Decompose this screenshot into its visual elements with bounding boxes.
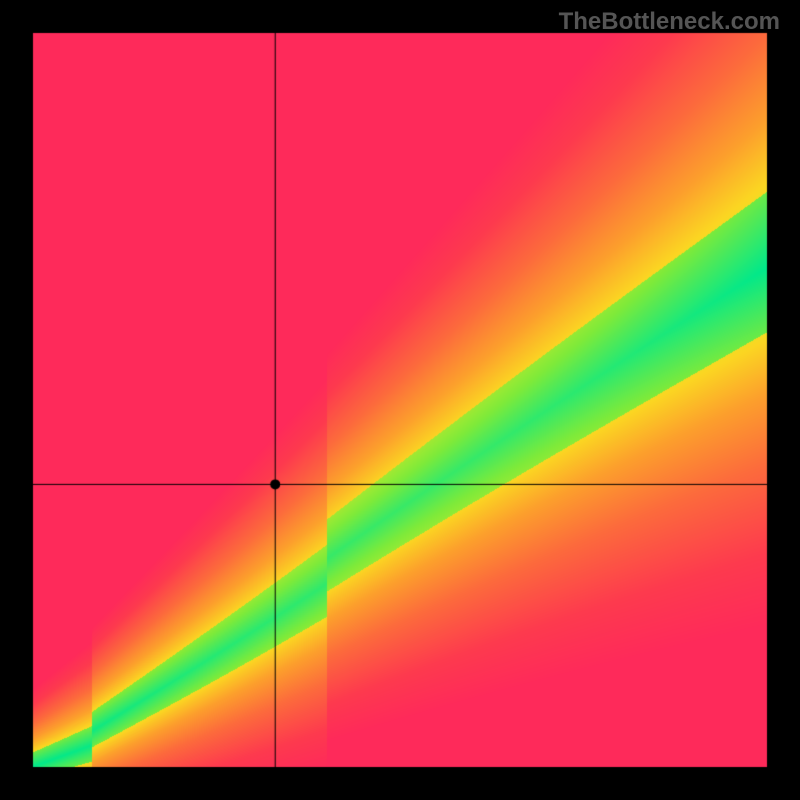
heatmap-canvas: [0, 0, 800, 800]
watermark-text: TheBottleneck.com: [559, 8, 780, 36]
chart-container: TheBottleneck.com: [0, 0, 800, 800]
